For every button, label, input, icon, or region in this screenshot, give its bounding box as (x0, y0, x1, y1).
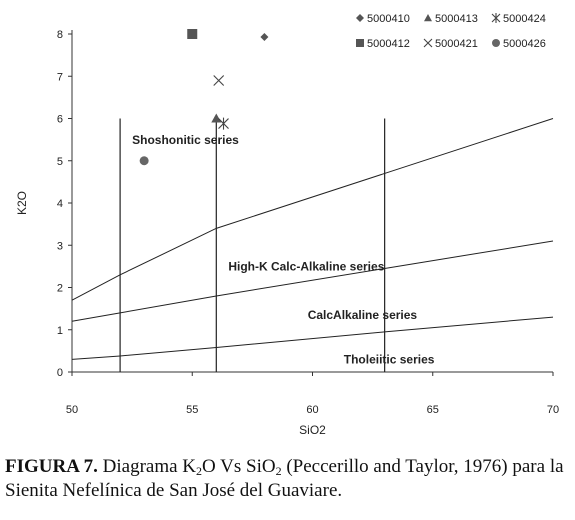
y-tick-label: 7 (57, 71, 63, 83)
legend-marker-diamond (356, 14, 364, 22)
legend-marker-asterisk (491, 13, 501, 23)
legend-entry-label: 5000413 (435, 13, 478, 25)
legend: 5000410 5000413 5000424 5000412 5000421 50004… (356, 13, 546, 50)
caption-text-2: O Vs SiO (202, 456, 276, 477)
x-tick-label: 55 (186, 404, 198, 416)
boundary-line (71, 316, 554, 360)
caption-text-3: (Peccerillo and Taylor, 1976) para la Si… (5, 456, 564, 501)
y-tick-label: 6 (57, 114, 63, 126)
caption-label: FIGURA 7. (5, 456, 98, 477)
data-point-triangle (211, 113, 222, 123)
x-tick-label: 65 (427, 404, 439, 416)
y-tick-label: 4 (57, 198, 63, 210)
y-tick-label: 5 (57, 156, 63, 168)
data-point-asterisk (218, 117, 229, 130)
x-axis-label: SiO2 (299, 423, 326, 437)
legend-entry-label: 5000426 (503, 38, 546, 50)
data-point-diamond (260, 32, 269, 41)
y-tick-label: 0 (57, 367, 63, 379)
legend-entry-label: 5000424 (503, 13, 546, 25)
y-tick-label: 8 (57, 29, 63, 41)
region-labels: Shoshonitic series High-K Calc-Alkaline s… (132, 133, 435, 367)
legend-marker-x (423, 38, 433, 48)
region-label: High-K Calc-Alkaline series (228, 260, 384, 274)
data-point-square (187, 29, 198, 39)
data-point-circle (139, 156, 149, 166)
data-point-x (213, 75, 225, 86)
region-label: CalcAlkaline series (308, 308, 418, 322)
legend-entry-label: 5000412 (367, 38, 410, 50)
legend-marker-triangle (424, 14, 432, 22)
caption-text-1: Diagrama K (97, 456, 197, 477)
legend-entry-label: 5000421 (435, 38, 478, 50)
legend-marker-circle (492, 39, 500, 47)
x-tick-label: 70 (547, 404, 559, 416)
axes: 0 1 2 3 4 5 6 7 8 50 55 60 65 70 SiO2 K2O (15, 29, 559, 437)
caption-k-subscript: 2 (196, 464, 203, 478)
x-tick-label: 50 (66, 404, 78, 416)
figure-caption: FIGURA 7. Diagrama K2O Vs SiO2 (Pecceril… (5, 455, 570, 503)
y-tick-label: 3 (57, 240, 63, 252)
y-axis-label: K2O (15, 191, 29, 215)
x-tick-label: 60 (306, 404, 318, 416)
k2o-vs-sio2-chart: 0 1 2 3 4 5 6 7 8 50 55 60 65 70 SiO2 K2O Shoshonitic s… (15, 13, 559, 437)
legend-entry-label: 5000410 (367, 13, 410, 25)
series-boundaries (71, 118, 554, 372)
y-tick-label: 1 (57, 325, 63, 337)
y-tick-label: 2 (57, 283, 63, 295)
data-points (139, 29, 269, 166)
region-label: Tholeiitic series (344, 353, 435, 367)
region-label: Shoshonitic series (132, 133, 239, 147)
legend-marker-square (356, 39, 364, 47)
caption-si-subscript: 2 (275, 464, 282, 478)
